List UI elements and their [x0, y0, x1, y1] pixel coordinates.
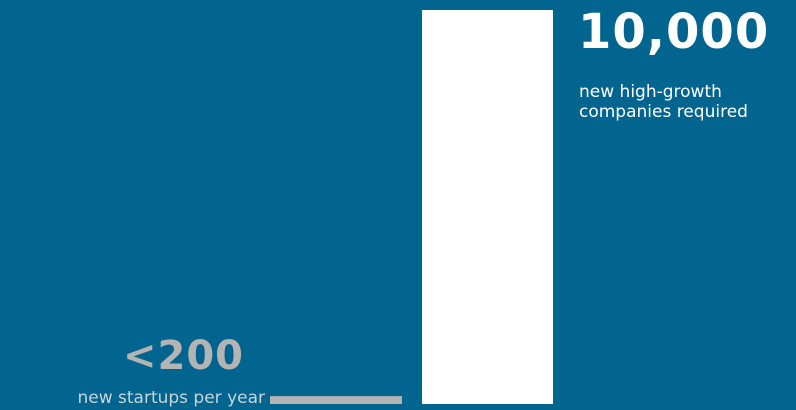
caption-label-large: new high-growth companies required — [579, 82, 748, 122]
bar-large — [422, 10, 553, 404]
value-label-small: <200 — [122, 333, 244, 379]
value-label-large: 10,000 — [578, 4, 770, 60]
caption-label-small: new startups per year — [77, 388, 265, 408]
bar-small — [270, 396, 402, 404]
